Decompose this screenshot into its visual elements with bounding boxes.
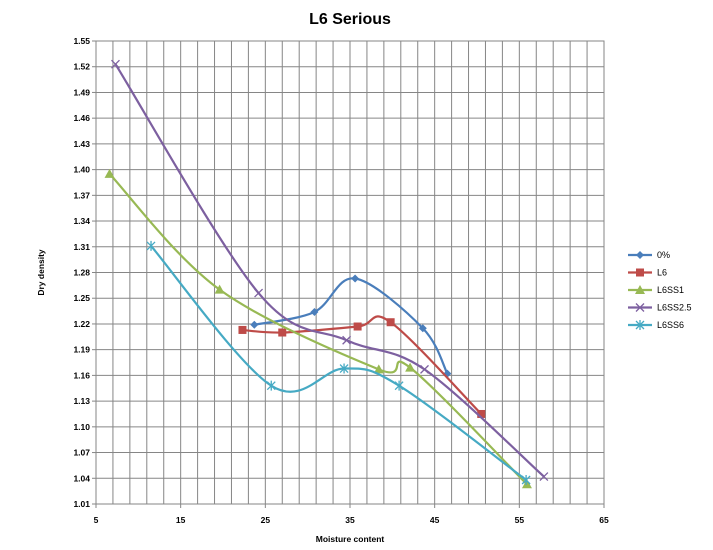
series-line (150, 245, 527, 481)
chart-title: L6 Serious (309, 11, 391, 28)
legend-label: L6SS6 (657, 320, 684, 330)
data-point (351, 274, 360, 283)
legend-label: L6 (657, 268, 667, 278)
data-point (636, 268, 644, 277)
data-point (104, 168, 115, 178)
data-point (250, 320, 259, 329)
series-l6ss6 (146, 240, 531, 485)
x-tick-label: 35 (345, 515, 355, 525)
y-tick-label: 1.40 (73, 165, 90, 175)
y-tick-label: 1.46 (73, 113, 90, 123)
legend-entry: L6SS1 (628, 285, 684, 295)
x-tick-label: 65 (599, 515, 609, 525)
legend-label: L6SS2.5 (657, 303, 692, 313)
x-tick-label: 25 (261, 515, 271, 525)
data-point (635, 303, 645, 312)
data-point (394, 380, 404, 391)
data-point (214, 284, 225, 294)
y-tick-label: 1.28 (73, 268, 90, 278)
data-point (420, 364, 429, 374)
y-tick-label: 1.37 (73, 190, 90, 200)
y-tick-label: 1.31 (73, 242, 90, 252)
data-point (477, 409, 486, 418)
legend-entry: 0% (628, 250, 670, 260)
data-point (254, 288, 264, 298)
data-point (310, 307, 319, 316)
series-0- (250, 274, 452, 378)
data-point (342, 335, 352, 345)
data-point (636, 251, 644, 259)
legend-entry: L6SS2.5 (628, 303, 692, 313)
data-series (104, 59, 549, 489)
y-tick-label: 1.52 (73, 62, 90, 72)
x-tick-label: 55 (515, 515, 525, 525)
series-l6ss1 (104, 168, 532, 489)
data-point (278, 328, 287, 337)
legend-label: L6SS1 (657, 285, 684, 295)
legend-entry: L6 (628, 268, 667, 278)
data-point (521, 479, 532, 489)
legend-entry: L6SS6 (628, 320, 684, 330)
data-point (111, 59, 120, 69)
y-tick-label: 1.49 (73, 87, 90, 97)
data-point (339, 363, 349, 374)
x-tick-label: 5 (94, 515, 99, 525)
axis-tick-labels: 1.01 1.04 1.07 1.10 1.13 1.16 1.19 1.22 1.25 1.28… (73, 36, 609, 525)
data-point (405, 362, 416, 372)
y-tick-label: 1.43 (73, 139, 90, 149)
y-tick-label: 1.01 (73, 499, 90, 509)
data-point (635, 320, 645, 330)
data-point (418, 324, 427, 333)
y-tick-label: 1.10 (73, 422, 90, 432)
y-tick-label: 1.07 (73, 448, 90, 458)
y-tick-label: 1.22 (73, 319, 90, 329)
x-tick-label: 15 (176, 515, 186, 525)
data-point (373, 364, 384, 374)
y-tick-label: 1.04 (73, 473, 90, 483)
y-tick-label: 1.34 (73, 216, 90, 226)
y-tick-label: 1.55 (73, 36, 90, 46)
x-axis-title: Moisture content (316, 534, 385, 544)
y-tick-label: 1.13 (73, 396, 90, 406)
legend: 0% L6 L6SS1 L6SS2.5 L6SS6 (628, 250, 692, 330)
data-point (635, 285, 645, 294)
data-point (539, 472, 549, 482)
gridlines (92, 40, 605, 508)
series-l6ss2-5 (111, 59, 549, 482)
y-tick-label: 1.16 (73, 370, 90, 380)
series-line (108, 173, 528, 486)
y-axis-title: Dry density (36, 249, 46, 296)
data-point (146, 240, 156, 251)
x-tick-label: 45 (430, 515, 440, 525)
legend-label: 0% (657, 250, 670, 260)
data-point (353, 322, 362, 331)
plot-area (95, 40, 605, 505)
y-tick-label: 1.25 (73, 293, 90, 303)
data-point (386, 318, 395, 327)
data-point (266, 380, 276, 391)
series-line (114, 63, 545, 478)
data-point (521, 474, 531, 485)
data-point (238, 325, 247, 334)
y-tick-label: 1.19 (73, 345, 90, 355)
series-l6 (238, 315, 486, 418)
